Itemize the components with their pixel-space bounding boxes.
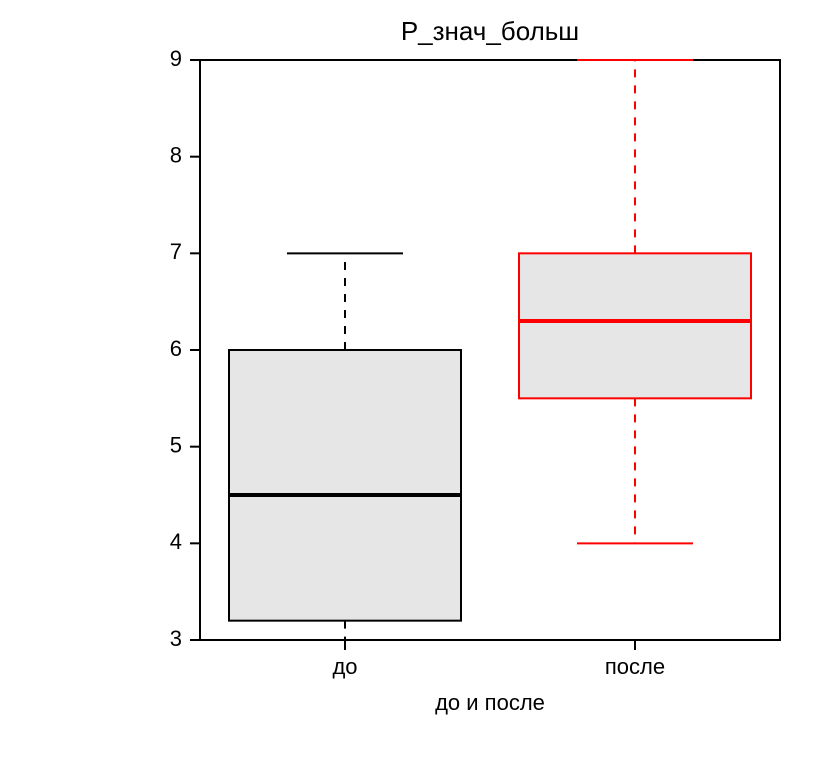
- chart-title: Р_знач_больш: [401, 16, 579, 46]
- boxplot-chart: 3 4 5 6 7 8 9 до после до и после Р_знач_больш: [0, 0, 816, 768]
- y-tick-label: 8: [170, 142, 182, 167]
- y-tick-label: 9: [170, 46, 182, 71]
- box: [519, 253, 751, 398]
- x-axis-title: до и после: [435, 690, 545, 715]
- x-tick-label: до: [332, 654, 357, 679]
- y-tick-label: 6: [170, 336, 182, 361]
- box: [229, 350, 461, 621]
- y-tick-label: 4: [170, 529, 182, 554]
- x-tick-label: после: [605, 654, 665, 679]
- y-tick-label: 5: [170, 432, 182, 457]
- y-tick-label: 7: [170, 239, 182, 264]
- y-tick-label: 3: [170, 626, 182, 651]
- chart-svg: 3 4 5 6 7 8 9 до после до и после Р_знач_больш: [0, 0, 816, 768]
